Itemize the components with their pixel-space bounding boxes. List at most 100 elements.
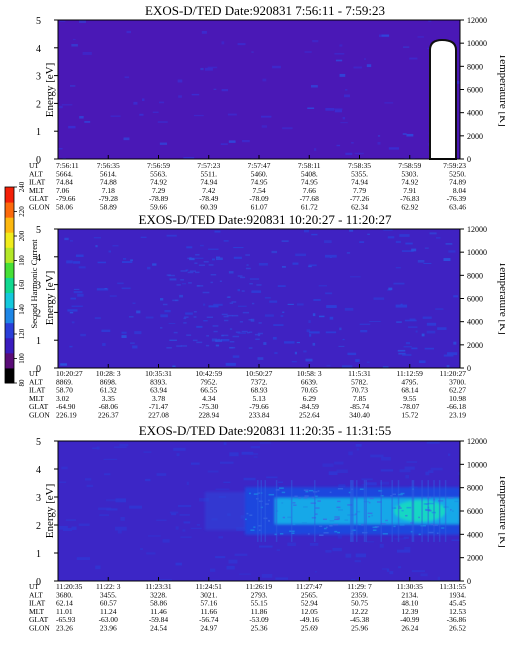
orbit-cell: -66.18 <box>447 402 467 411</box>
heatmap-speck <box>284 341 295 344</box>
colorbar-segment <box>5 307 14 324</box>
heatmap-speck <box>403 536 409 539</box>
heatmap-striation <box>356 480 358 542</box>
heatmap-speck <box>356 448 359 451</box>
heatmap-speck <box>58 147 63 150</box>
heatmap-speck <box>173 331 178 334</box>
heatmap-speck <box>354 560 361 563</box>
heatmap-speck <box>104 473 111 476</box>
orbit-cell: 11:22: 3 <box>96 582 121 591</box>
heatmap-speck <box>307 107 315 109</box>
colorbar-segment <box>5 217 14 233</box>
orbit-row-label: GLAT <box>29 615 49 624</box>
orbit-cell: 7952. <box>200 377 217 386</box>
orbit-cell: 8698. <box>100 377 117 386</box>
heatmap-speck <box>196 341 203 344</box>
y-tick-label: 0 <box>36 577 41 588</box>
heatmap-speck <box>367 233 370 236</box>
heatmap-striation <box>314 480 316 542</box>
orbit-cell: -84.59 <box>300 402 320 411</box>
colorbar-scale <box>5 187 14 384</box>
heatmap-speck <box>428 470 434 474</box>
orbit-cell: 11:26:19 <box>246 582 273 591</box>
orbit-cell: 11.86 <box>251 607 268 616</box>
heatmap-speck <box>281 491 286 494</box>
heatmap-speck <box>196 524 200 526</box>
heatmap-speck <box>195 254 200 256</box>
heatmap-speck <box>366 64 372 68</box>
heatmap-speck <box>411 570 426 573</box>
y-tick-label: 5 <box>36 225 41 236</box>
orbit-cell: 5614. <box>100 169 117 178</box>
orbit-cell: 11:30:35 <box>397 582 424 591</box>
heatmap-speck <box>183 156 195 159</box>
orbit-cell: 5250. <box>449 169 466 178</box>
heatmap-speck <box>409 318 416 321</box>
heatmap-speck <box>424 247 429 249</box>
colorbar-label: Second Harmonic Current <box>29 239 39 329</box>
heatmap-speck <box>249 282 253 285</box>
heatmap-speck <box>260 115 272 118</box>
heatmap-speck <box>253 456 258 458</box>
orbit-cell: 7:56:59 <box>147 161 170 170</box>
heatmap-speck <box>399 234 410 237</box>
heatmap-speck <box>390 495 393 497</box>
heatmap-speck <box>282 127 293 130</box>
heatmap-speck <box>169 339 177 341</box>
heatmap-speck <box>398 352 406 355</box>
heatmap-speck <box>355 443 362 447</box>
orbit-cell: 11:12:59 <box>397 369 424 378</box>
heatmap-speck <box>210 579 220 581</box>
orbit-cell: 227.08 <box>148 411 169 420</box>
heatmap-speck <box>278 487 284 489</box>
heatmap-speck <box>295 253 307 257</box>
heatmap-speck <box>401 509 404 512</box>
heatmap-speck <box>210 568 216 572</box>
heatmap-speck <box>176 453 180 457</box>
heatmap-speck <box>210 273 217 276</box>
orbit-cell: 3680. <box>56 590 73 599</box>
heatmap-speck <box>298 497 301 499</box>
orbit-cell: 11.66 <box>200 607 217 616</box>
orbit-cell: 3700. <box>449 377 466 386</box>
heatmap-speck <box>264 297 271 299</box>
colorbar-segment <box>5 277 14 294</box>
heatmap-speck <box>192 339 198 342</box>
heatmap-speck <box>411 347 418 350</box>
heatmap-speck <box>166 347 172 349</box>
y-tick-label: 3 <box>36 281 41 292</box>
heatmap-speck <box>64 237 69 241</box>
heatmap-speck <box>225 362 236 366</box>
panel-2-ylabel: Energy [eV] <box>44 271 56 325</box>
heatmap-speck <box>193 316 197 318</box>
orbit-cell: 5563. <box>150 169 167 178</box>
heatmap-speck <box>411 248 417 252</box>
heatmap-speck <box>219 280 222 283</box>
orbit-cell: -49.16 <box>300 615 320 624</box>
heatmap-speck <box>96 288 109 291</box>
heatmap-speck <box>418 533 421 536</box>
heatmap-speck <box>179 294 183 298</box>
heatmap-speck <box>314 148 317 151</box>
orbit-cell: 10:20:27 <box>56 369 83 378</box>
orbit-cell: 23.26 <box>56 624 73 633</box>
colorbar-tick-label: 200 <box>18 230 26 241</box>
orbit-cell: 4.34 <box>202 394 215 403</box>
orbit-cell: 8.04 <box>453 186 466 195</box>
heatmap-speck <box>215 556 226 559</box>
y-tick-label: 2 <box>36 99 41 110</box>
orbit-cell: 11:23:31 <box>145 582 172 591</box>
panel-1-y2label: Temperature [K] <box>497 53 505 126</box>
heatmap-speck <box>398 505 401 508</box>
heatmap-speck <box>182 283 186 285</box>
heatmap-striation <box>433 480 435 542</box>
heatmap-speck <box>190 462 200 465</box>
heatmap-speck <box>227 113 237 116</box>
panel-2-orbit-table: UT 10:20:27 10:28: 3 10:35:31 10:42:59 10:50:… <box>29 369 466 420</box>
heatmap-speck <box>379 543 384 548</box>
heatmap-speck <box>245 267 251 270</box>
heatmap-speck <box>183 521 191 524</box>
heatmap-speck <box>334 109 342 113</box>
heatmap-speck <box>168 274 175 277</box>
